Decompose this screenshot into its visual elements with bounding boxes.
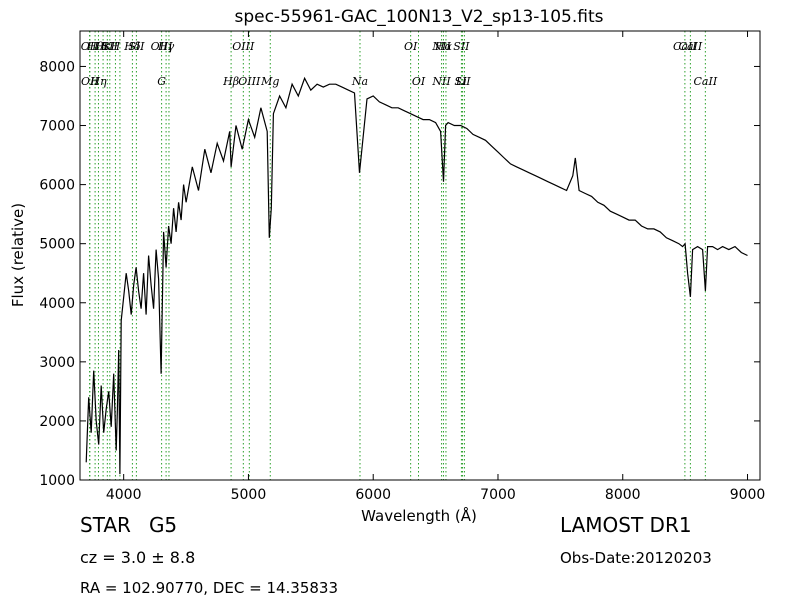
marker-label: SII bbox=[454, 75, 471, 88]
chart-title: spec-55961-GAC_100N13_V2_sp13-105.fits bbox=[234, 7, 603, 27]
y-tick-label: 8000 bbox=[39, 59, 75, 75]
spectral-line-markers bbox=[90, 31, 706, 480]
marker-label: OI bbox=[404, 40, 418, 53]
x-tick-label: 8000 bbox=[605, 487, 641, 503]
x-axis-label: Wavelength (Å) bbox=[361, 506, 477, 525]
marker-label: Hα bbox=[434, 40, 453, 53]
x-tick-label: 5000 bbox=[231, 487, 267, 503]
spectrum-line bbox=[86, 78, 747, 474]
x-tick-label: 4000 bbox=[106, 487, 142, 503]
marker-label: Mg bbox=[260, 75, 279, 88]
x-tick-label: 7000 bbox=[480, 487, 516, 503]
y-tick-label: 3000 bbox=[39, 355, 75, 371]
marker-label: OIII bbox=[238, 75, 261, 88]
marker-label: SII bbox=[453, 40, 470, 53]
marker-label: OI bbox=[412, 75, 426, 88]
marker-label: CaII bbox=[679, 40, 703, 53]
marker-label: G bbox=[157, 75, 166, 88]
y-tick-label: 6000 bbox=[39, 178, 75, 194]
subclass-text: G5 bbox=[149, 513, 177, 537]
marker-label: Hγ bbox=[157, 40, 175, 53]
marker-label: Na bbox=[351, 75, 368, 88]
y-tick-label: 4000 bbox=[39, 296, 75, 312]
x-tick-label: 6000 bbox=[355, 487, 391, 503]
marker-label: H bbox=[110, 40, 121, 53]
y-axis-label: Flux (relative) bbox=[9, 203, 27, 307]
y-tick-label: 1000 bbox=[39, 473, 75, 489]
coordinates-text: RA = 102.90770, DEC = 14.35833 bbox=[80, 579, 338, 597]
plot-frame bbox=[80, 31, 760, 480]
marker-label: NII bbox=[431, 75, 451, 88]
obs-date: Obs-Date:20120203 bbox=[560, 549, 712, 567]
y-tick-label: 7000 bbox=[39, 119, 75, 135]
class-text: STAR bbox=[80, 513, 131, 537]
survey-name: LAMOST DR1 bbox=[560, 513, 692, 537]
y-tick-label: 5000 bbox=[39, 237, 75, 253]
marker-label: Hη bbox=[89, 75, 107, 88]
marker-label: SII bbox=[128, 40, 145, 53]
x-tick-label: 9000 bbox=[730, 487, 766, 503]
object-class: STAR G5 bbox=[80, 513, 177, 537]
y-tick-label: 2000 bbox=[39, 414, 75, 430]
marker-label: Hβ bbox=[222, 75, 239, 88]
redshift-text: cz = 3.0 ± 8.8 bbox=[80, 548, 195, 567]
marker-label: CaII bbox=[694, 75, 718, 88]
marker-label: OIII bbox=[232, 40, 255, 53]
